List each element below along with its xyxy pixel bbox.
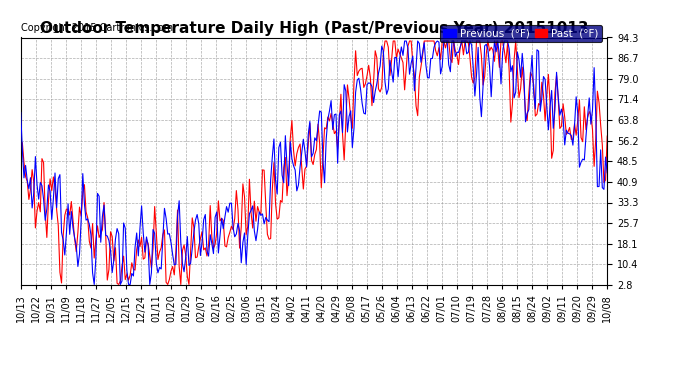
Text: Copyright 2015 Cartronics.com: Copyright 2015 Cartronics.com (21, 22, 172, 33)
Legend: Previous  (°F), Past  (°F): Previous (°F), Past (°F) (440, 26, 602, 42)
Title: Outdoor Temperature Daily High (Past/Previous Year) 20151013: Outdoor Temperature Daily High (Past/Pre… (40, 21, 588, 36)
